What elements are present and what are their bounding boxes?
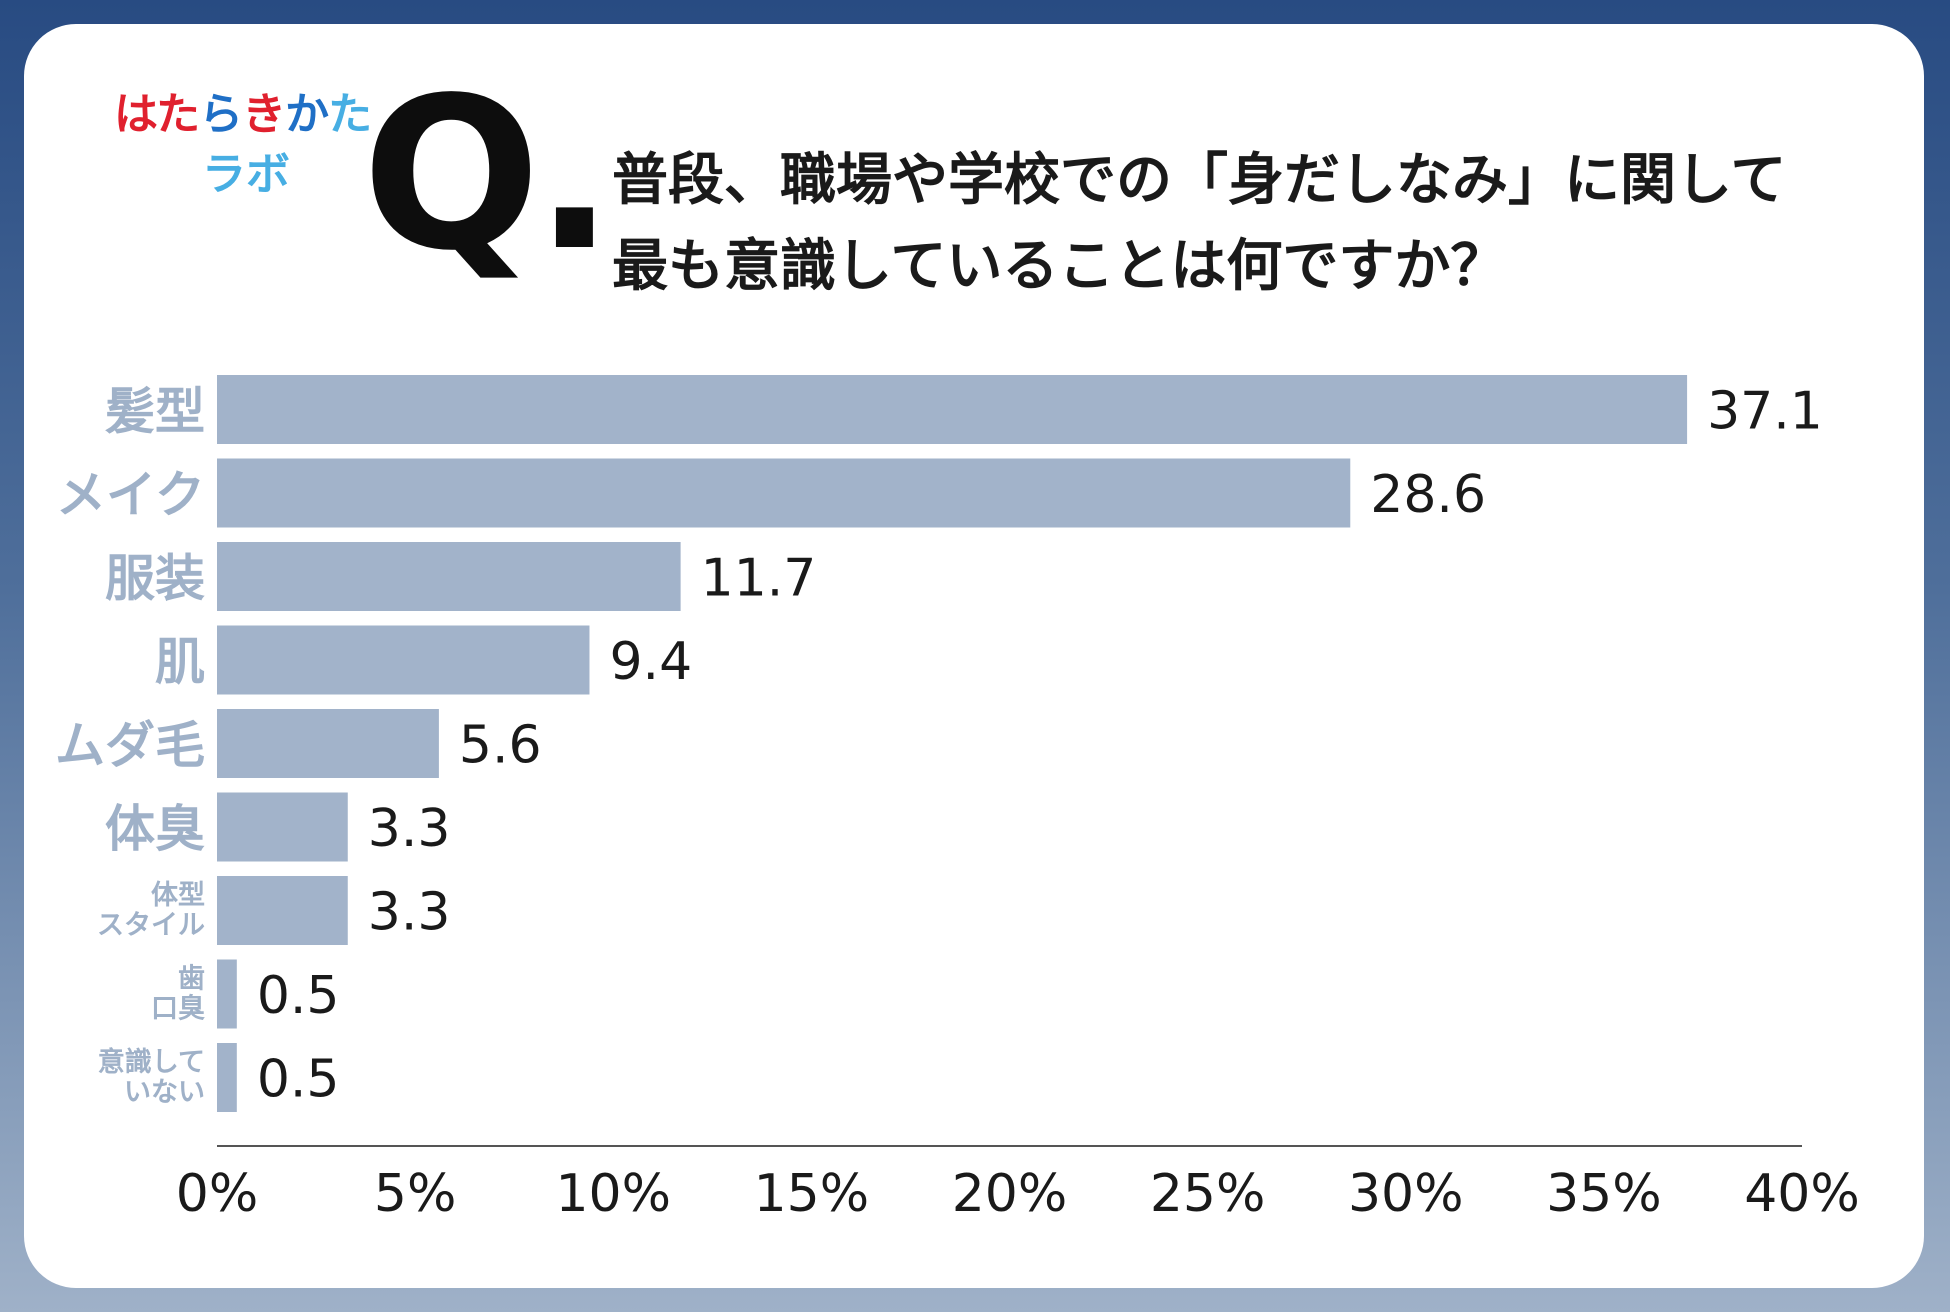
x-tick-label-20: 20% — [952, 1164, 1068, 1224]
question-line-2: 最も意識していることは何ですか？ — [612, 234, 1507, 299]
value-label-5: 5.6 — [459, 716, 542, 776]
logo-char: た — [328, 89, 372, 140]
value-label-2: 28.6 — [1370, 465, 1486, 525]
value-label-6: 3.3 — [368, 799, 451, 859]
value-label-8: 0.5 — [257, 966, 340, 1026]
logo-line-1: はたらきかた — [114, 78, 372, 142]
hatarakikata-labo-logo: はたらきかた ラボ — [94, 78, 374, 228]
category-label-4: 肌 — [155, 633, 205, 691]
x-tick-label-30: 30% — [1348, 1164, 1464, 1224]
category-label-5: ムダ毛 — [55, 717, 205, 775]
bar-7 — [217, 876, 348, 945]
value-label-1: 37.1 — [1707, 382, 1823, 442]
x-tick-label-25: 25% — [1150, 1164, 1266, 1224]
question-mark-q: Q. — [362, 52, 614, 297]
logo-char: き — [242, 89, 286, 140]
x-tick-label-35: 35% — [1546, 1164, 1662, 1224]
x-tick-label-10: 10% — [555, 1164, 671, 1224]
bar-6 — [217, 792, 348, 862]
x-tick-label-0: 0% — [176, 1164, 259, 1224]
x-tick-label-5: 5% — [374, 1164, 457, 1224]
bar-4 — [217, 625, 590, 695]
value-label-4: 9.4 — [609, 632, 692, 692]
bar-1 — [217, 375, 1688, 444]
value-label-3: 11.7 — [701, 549, 817, 609]
logo-char: た — [156, 89, 200, 140]
category-label-6: 体臭 — [105, 800, 205, 858]
logo-char: ら — [199, 89, 243, 140]
x-tick-label-15: 15% — [754, 1164, 870, 1224]
category-label-1: 髪型 — [105, 383, 205, 441]
category-label-7-line-2: スタイル — [97, 910, 205, 941]
bar-5 — [217, 709, 439, 778]
value-label-9: 0.5 — [257, 1050, 340, 1110]
category-label-7-line-1: 体型 — [151, 880, 205, 911]
logo-char: か — [285, 89, 329, 140]
logo-char: は — [114, 89, 157, 140]
question-text: 普段、職場や学校での「身だしなみ」に関して 最も意識していることは何ですか？ — [612, 138, 1872, 310]
category-label-9-line-1: 意識して — [98, 1046, 205, 1078]
bar-2 — [217, 458, 1351, 528]
bar-9 — [217, 1043, 237, 1112]
category-label-8-line-1: 歯 — [178, 964, 205, 995]
x-tick-label-40: 40% — [1744, 1164, 1860, 1224]
category-label-2: メイク — [56, 466, 205, 524]
bar-8 — [217, 959, 237, 1029]
bar-3 — [217, 542, 681, 611]
value-label-7: 3.3 — [368, 883, 451, 943]
question-line-1: 普段、職場や学校での「身だしなみ」に関して — [612, 148, 1787, 213]
logo-line-2: ラボ — [202, 149, 290, 200]
category-label-8-line-2: 口臭 — [151, 994, 205, 1025]
category-label-3: 服装 — [105, 550, 205, 608]
category-label-9-line-2: いない — [124, 1077, 205, 1108]
